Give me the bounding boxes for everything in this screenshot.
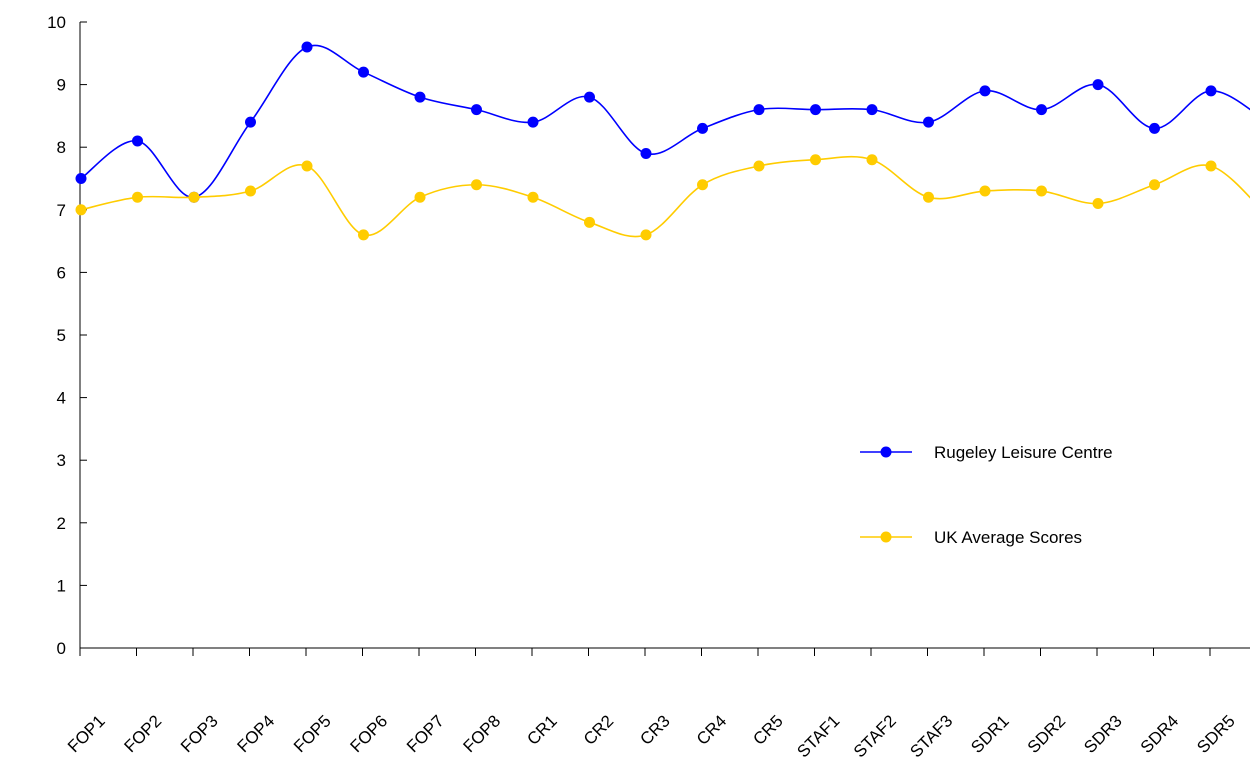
x-tick-label: FOP7 (403, 711, 448, 756)
data-point (923, 116, 934, 128)
x-tick-label: FOP8 (459, 711, 504, 756)
data-point (584, 91, 595, 103)
series-1 (75, 154, 1250, 241)
chart-series (75, 41, 1250, 241)
data-point (1036, 185, 1047, 197)
x-tick-label: FOP4 (233, 711, 278, 756)
data-point (245, 185, 256, 197)
data-point (1205, 160, 1217, 172)
x-tick-label: FOP5 (290, 711, 335, 756)
data-point (414, 191, 426, 203)
x-tick-label: STAF1 (793, 711, 843, 761)
chart-axes: 0 1 2 3 4 5 6 7 8 9 10 FOP1 FOP2 FOP3 FOP4 FOP5 FOP6 FOP7… (47, 13, 1250, 761)
data-point (358, 66, 369, 78)
legend-label: UK Average Scores (934, 528, 1082, 547)
y-tick-label: 0 (57, 639, 66, 658)
x-tick-label: FOP3 (177, 711, 222, 756)
x-tick-label: CR1 (523, 711, 560, 748)
data-point (471, 104, 482, 116)
x-tick-label: CR4 (693, 711, 730, 748)
data-point (640, 229, 652, 241)
data-point (1036, 104, 1047, 116)
y-tick-label: 9 (57, 76, 66, 95)
data-point (245, 116, 256, 128)
data-point (471, 179, 482, 191)
data-point (301, 160, 313, 172)
y-tick-label: 4 (57, 389, 66, 408)
data-point (527, 116, 539, 128)
legend-label: Rugeley Leisure Centre (934, 443, 1113, 462)
y-tick-label: 10 (47, 13, 66, 32)
y-tick-label: 5 (57, 326, 66, 345)
x-tick-label: FOP6 (346, 711, 391, 756)
data-point (1092, 79, 1104, 91)
data-point (414, 91, 426, 103)
x-tick-label: CR3 (636, 711, 673, 748)
legend-marker (880, 531, 892, 543)
data-point (1149, 179, 1160, 191)
data-point (1205, 85, 1217, 97)
series-line (80, 155, 1250, 238)
data-point (188, 191, 200, 203)
y-tick-label: 8 (57, 138, 66, 157)
y-tick-label: 7 (57, 201, 66, 220)
data-point (979, 85, 991, 97)
series-0 (75, 41, 1250, 203)
data-point (810, 104, 821, 116)
data-point (75, 173, 87, 184)
x-tick-label: SDR2 (1024, 711, 1070, 757)
data-point (753, 160, 765, 172)
chart-legend: Rugeley Leisure Centre UK Average Scores (860, 443, 1113, 547)
legend-marker (880, 446, 892, 458)
data-point (1092, 198, 1104, 210)
legend-item: Rugeley Leisure Centre (860, 443, 1113, 462)
x-tick-label: STAF3 (906, 711, 956, 761)
x-tick-label: FOP2 (120, 711, 165, 756)
data-point (640, 147, 652, 159)
y-tick-label: 3 (57, 451, 66, 470)
data-point (866, 104, 878, 116)
data-point (527, 191, 539, 203)
x-tick-label: FOP1 (64, 711, 109, 756)
x-tick-label: STAF2 (850, 711, 900, 761)
data-point (697, 122, 708, 134)
x-tick-label: CR5 (749, 711, 786, 748)
y-tick-label: 6 (57, 263, 66, 282)
data-point (584, 216, 595, 228)
y-tick-label: 2 (57, 514, 66, 533)
data-point (923, 191, 934, 203)
series-line (80, 44, 1250, 199)
data-point (132, 135, 143, 147)
data-point (866, 154, 878, 166)
data-point (810, 154, 821, 166)
data-point (697, 179, 708, 191)
data-point (301, 41, 313, 53)
data-point (979, 185, 991, 197)
legend-item: UK Average Scores (860, 528, 1082, 547)
x-tick-label: CR2 (580, 711, 617, 748)
data-point (132, 191, 143, 203)
data-point (1149, 122, 1160, 134)
data-point (75, 204, 87, 216)
y-tick-label: 1 (57, 576, 66, 595)
data-point (753, 104, 765, 116)
x-tick-label: SDR4 (1137, 711, 1183, 757)
x-tick-label: SDR3 (1080, 711, 1126, 757)
x-tick-label: SDR5 (1193, 711, 1239, 757)
data-point (358, 229, 369, 241)
x-tick-label: SDR1 (967, 711, 1013, 757)
